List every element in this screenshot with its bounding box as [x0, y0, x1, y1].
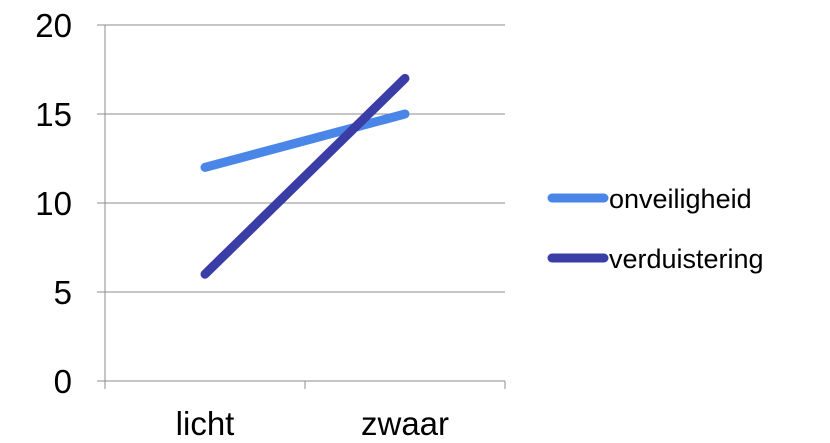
x-tick-label: zwaar [361, 405, 449, 442]
tick-labels: 0 5 10 15 20 licht zwaar [35, 7, 449, 442]
legend-label: onveiligheid [609, 184, 752, 214]
axes [97, 24, 506, 389]
gridlines [105, 24, 505, 293]
y-tick-label: 0 [54, 363, 72, 400]
legend: onveiligheid verduistering [547, 184, 764, 274]
series-line-onveiligheid [200, 109, 410, 172]
legend-label: verduistering [609, 244, 764, 274]
y-tick-label: 10 [35, 185, 72, 222]
series-lines [200, 73, 410, 279]
series-line-verduistering [200, 73, 410, 279]
y-tick-label: 20 [35, 7, 72, 44]
x-tick-label: licht [176, 405, 235, 442]
y-tick-label: 5 [54, 274, 72, 311]
y-tick-label: 15 [35, 96, 72, 133]
